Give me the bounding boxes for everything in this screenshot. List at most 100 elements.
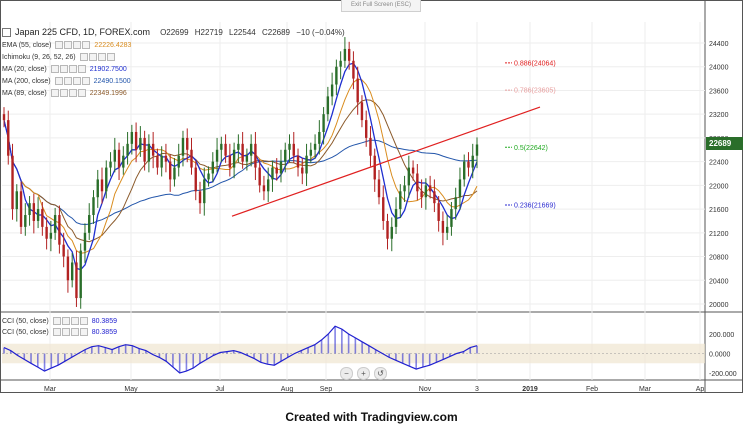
legend-label: EMA (55, close) <box>2 41 52 49</box>
collapse-icon[interactable] <box>2 27 11 37</box>
eye-icon[interactable] <box>50 65 59 73</box>
legend-ema55[interactable]: EMA (55, close) 22226.4283 <box>2 41 131 49</box>
candle-body <box>271 167 274 180</box>
legend-label: Ichimoku (9, 26, 52, 26) <box>2 53 76 61</box>
legend-ma20[interactable]: MA (20, close) 21902.7500 <box>2 65 127 73</box>
eye-icon[interactable] <box>50 89 59 97</box>
candle-body <box>284 149 287 162</box>
minus-icon[interactable]: − <box>340 367 353 380</box>
candle-body <box>369 137 372 156</box>
eye-icon[interactable] <box>79 53 88 61</box>
ohlc-change: −10 (−0.04%) <box>296 27 345 37</box>
gear-icon[interactable] <box>61 317 70 325</box>
candle-body <box>105 167 108 192</box>
reset-icon[interactable]: ↺ <box>374 367 387 380</box>
candle-body <box>441 220 445 233</box>
cci-line <box>3 325 478 374</box>
candle-body <box>147 143 151 162</box>
legend-ichimoku[interactable]: Ichimoku (9, 26, 52, 26) <box>2 53 119 61</box>
legend-ma89[interactable]: MA (89, close) 22349.1996 <box>2 89 127 97</box>
eye-icon[interactable] <box>54 77 63 85</box>
exit-fullscreen-button[interactable]: Exit Full Screen (ESC) <box>341 0 421 12</box>
close-icon[interactable] <box>70 317 79 325</box>
candle-body <box>45 226 48 239</box>
more-icon[interactable] <box>77 89 86 97</box>
legend-value: 80.3859 <box>91 317 117 325</box>
candle-body <box>313 143 317 150</box>
close-icon[interactable] <box>68 89 77 97</box>
candle-body <box>58 215 61 245</box>
more-icon[interactable] <box>82 41 91 49</box>
legend-cci-2[interactable]: CCI (50, close) 80.3859 <box>2 328 117 336</box>
candle-body <box>335 66 338 85</box>
plus-icon[interactable]: + <box>357 367 370 380</box>
fib-level-label: 0.786(23605) <box>514 88 556 95</box>
candle-body <box>100 179 104 192</box>
candle-body <box>215 149 219 162</box>
close-icon[interactable] <box>73 41 82 49</box>
candle-body <box>177 155 180 168</box>
price-tick-label: 21200 <box>709 231 729 238</box>
ohlc-high: H22719 <box>194 27 223 37</box>
time-tick-label: Feb <box>586 386 598 393</box>
ohlc-low: L22544 <box>229 27 256 37</box>
candle-body <box>32 203 36 221</box>
gear-icon[interactable] <box>64 41 73 49</box>
chart-nav-buttons: − + ↺ <box>340 367 387 380</box>
candle-body <box>262 185 266 192</box>
eye-icon[interactable] <box>55 41 64 49</box>
time-tick-label: Aug <box>281 386 294 393</box>
gear-icon[interactable] <box>59 65 68 73</box>
candle-body <box>343 48 347 61</box>
candle-body <box>445 226 449 233</box>
candle-body <box>318 131 321 144</box>
candle-body <box>454 197 457 210</box>
candle-body <box>360 102 364 121</box>
legend-label: MA (200, close) <box>2 77 51 85</box>
candle-body <box>232 149 236 168</box>
candle-body <box>467 161 470 168</box>
candle-body <box>220 143 223 150</box>
gear-icon[interactable] <box>59 89 68 97</box>
candle-body <box>24 215 27 227</box>
more-icon[interactable] <box>79 328 88 336</box>
legend-value: 22490.1500 <box>93 77 131 85</box>
gear-icon[interactable] <box>63 77 72 85</box>
gear-icon[interactable] <box>61 328 70 336</box>
candle-body <box>424 185 428 198</box>
legend-label: CCI (50, close) <box>2 328 49 336</box>
more-icon[interactable] <box>106 53 115 61</box>
legend-cci-1[interactable]: CCI (50, close) 80.3859 <box>2 317 117 325</box>
candle-body <box>254 143 257 168</box>
more-icon[interactable] <box>81 77 90 85</box>
candle-body <box>113 149 116 162</box>
candle-body <box>394 209 398 227</box>
price-tick-label: 23200 <box>709 112 729 119</box>
trendline <box>231 106 541 217</box>
candle-body <box>471 155 474 168</box>
candle-body <box>151 143 155 156</box>
legend-value: 21902.7500 <box>89 65 127 73</box>
close-icon[interactable] <box>70 328 79 336</box>
eye-icon[interactable] <box>52 328 61 336</box>
close-icon[interactable] <box>72 77 81 85</box>
eye-icon[interactable] <box>52 317 61 325</box>
close-icon[interactable] <box>68 65 77 73</box>
fib-level-label: 0.236(21669) <box>514 202 556 209</box>
more-icon[interactable] <box>79 317 88 325</box>
more-icon[interactable] <box>77 65 86 73</box>
footer-credit: Created with Tradingview.com <box>285 410 458 424</box>
candle-body <box>228 155 232 168</box>
close-icon[interactable] <box>97 53 106 61</box>
candle-body <box>326 96 330 115</box>
candle-body <box>416 173 419 192</box>
cci-band <box>2 343 705 364</box>
gear-icon[interactable] <box>88 53 97 61</box>
legend-ma200[interactable]: MA (200, close) 22490.1500 <box>2 77 131 85</box>
cci-tick-label: 0.0000 <box>709 352 731 359</box>
candle-body <box>347 48 351 61</box>
candle-body <box>322 114 325 132</box>
time-tick-label: 3 <box>475 386 479 393</box>
price-tick-label: 24400 <box>709 41 729 48</box>
